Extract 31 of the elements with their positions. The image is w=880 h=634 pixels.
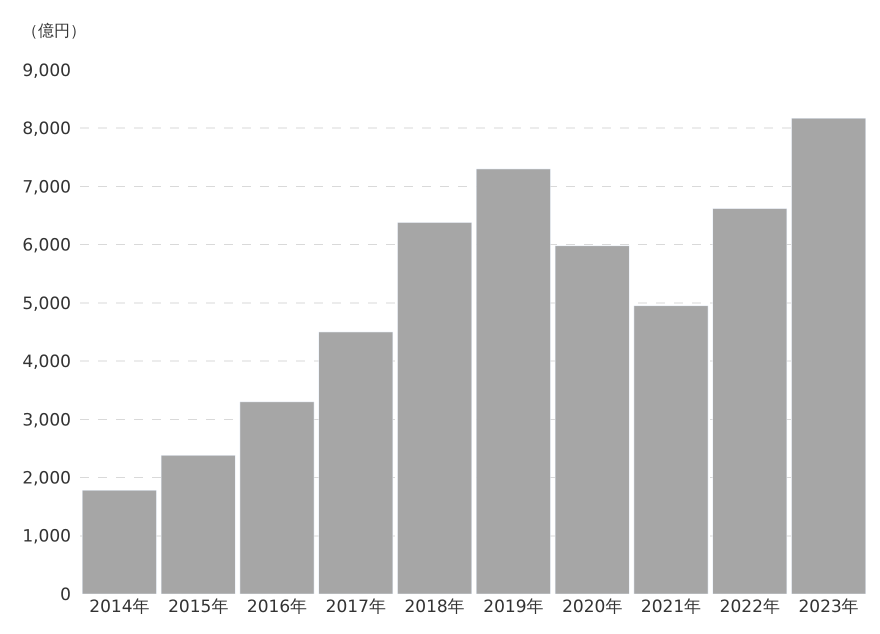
bar <box>476 168 551 594</box>
x-tick-label: 2016年 <box>246 597 308 617</box>
x-tick-label: 2019年 <box>483 597 544 617</box>
x-tick-label: 2023年 <box>798 597 859 617</box>
bar <box>240 402 314 594</box>
bar <box>712 208 788 594</box>
y-tick-label: 8,000 <box>22 119 71 140</box>
x-tick-label: 2020年 <box>562 597 622 617</box>
y-tick-label: 6,000 <box>22 236 71 256</box>
y-tick-label: 5,000 <box>22 294 71 314</box>
x-tick-label: 2017年 <box>326 597 386 617</box>
bar <box>634 306 708 594</box>
y-tick-label: 3,000 <box>22 410 71 430</box>
x-tick-label: 2014年 <box>89 597 150 617</box>
x-tick-label: 2022年 <box>720 597 780 617</box>
bar <box>791 118 866 594</box>
y-tick-label: 1,000 <box>22 526 71 547</box>
y-tick-label: 9,000 <box>22 60 71 81</box>
x-tick-label: 2015年 <box>168 597 228 617</box>
y-tick-label: 7,000 <box>22 177 71 198</box>
bar <box>397 222 472 594</box>
bar <box>160 455 236 594</box>
y-tick-label: 0 <box>60 584 71 605</box>
y-tick-label: 4,000 <box>22 352 71 372</box>
bar <box>82 490 157 594</box>
bar <box>554 246 630 594</box>
y-tick-label: 2,000 <box>22 468 71 489</box>
y-axis-title: （億円） <box>22 21 86 40</box>
x-tick-label: 2018年 <box>404 597 465 617</box>
x-tick-label: 2021年 <box>640 597 702 617</box>
bar <box>318 332 394 594</box>
